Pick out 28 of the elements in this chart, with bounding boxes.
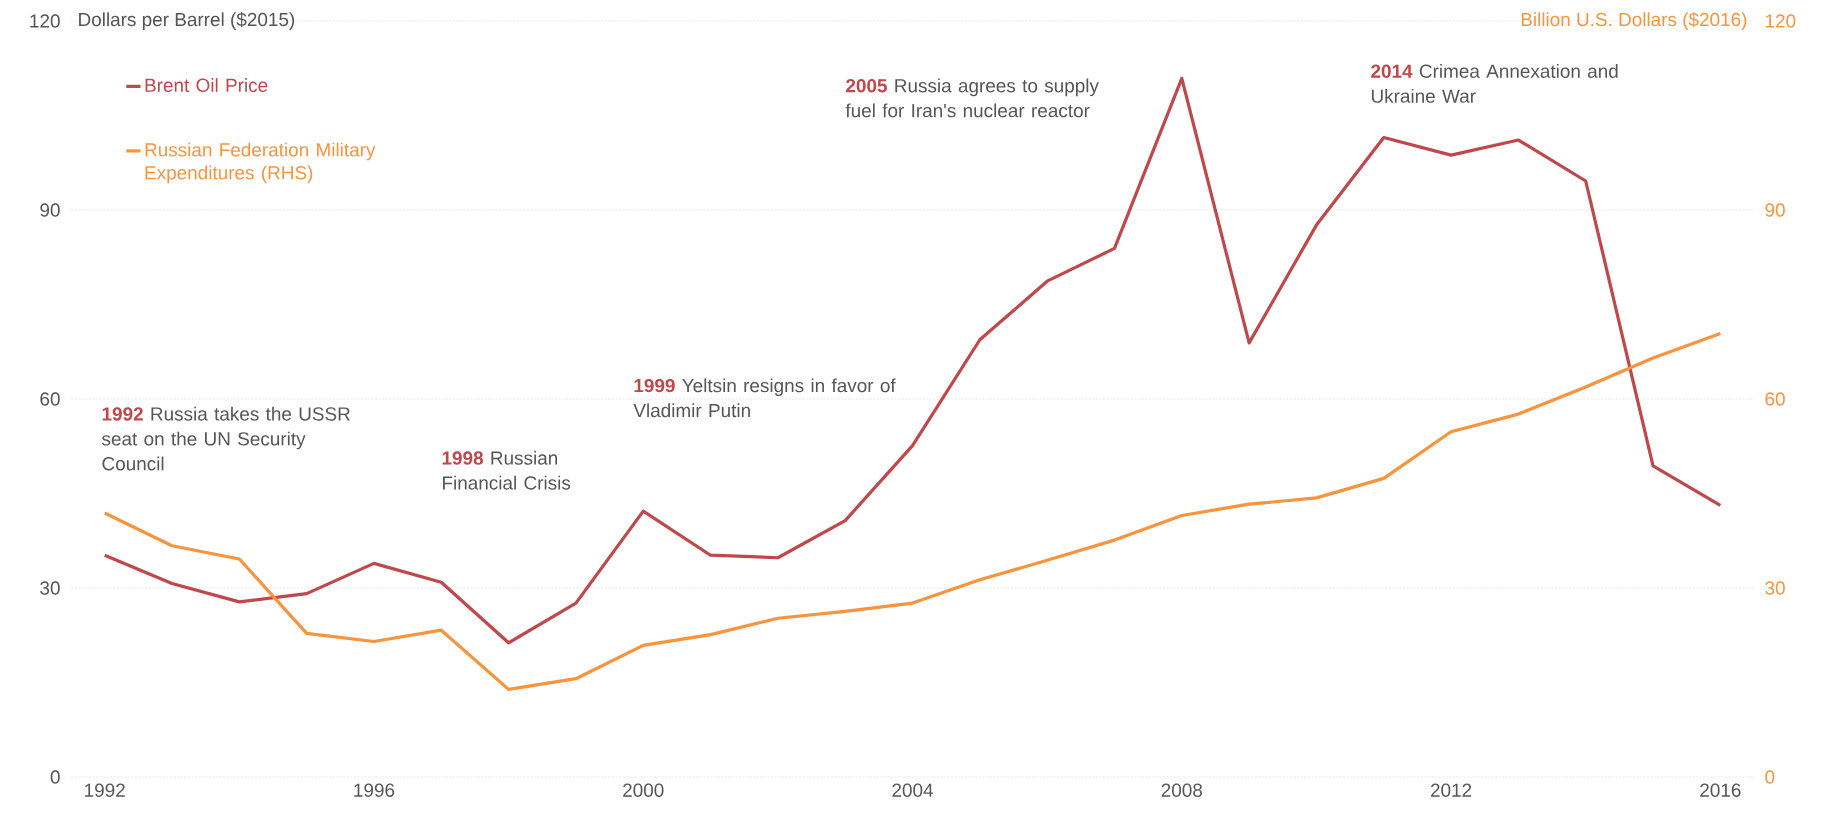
x-tick-label: 2012 [1430, 783, 1472, 797]
y-tick-label: 30 [40, 581, 60, 595]
x-tick-label: 2000 [623, 783, 664, 797]
y2-axis-title: Billion U.S. Dollars ($2016) [1521, 12, 1747, 30]
y2-tick-label: 30 [1765, 581, 1785, 595]
x-tick-label: 2004 [892, 783, 933, 797]
x-tick-label: 1992 [85, 783, 125, 797]
x-tick-label: 1996 [354, 783, 395, 797]
y2-tick-label: 120 [1765, 14, 1796, 28]
annotation: 1998 Russian Financial Crisis [442, 450, 571, 490]
y2-tick-label: 0 [1765, 770, 1775, 784]
y-tick-label: 60 [40, 392, 60, 406]
annotation: 1992 Russia takes the USSR seat on the UN Security Council [102, 406, 350, 471]
annotation: 2014 Crimea Annexation and Ukraine War [1371, 64, 1618, 103]
y-tick-label: 90 [40, 203, 60, 217]
legend-label: Russian Federation Military Expenditures (RHS) [145, 142, 376, 184]
line-series [103, 76, 1722, 645]
y2-tick-label: 90 [1765, 203, 1785, 217]
x-tick-label: 2016 [1700, 783, 1741, 797]
annotation: 2005 Russia agrees to supply fuel for Iran's nuclear reactor [845, 78, 1099, 118]
annotation: 1999 Yeltsin resigns in favor of Vladimir Putin [633, 378, 896, 418]
y2-tick-label: 60 [1765, 392, 1785, 406]
y-tick-label: 120 [30, 14, 60, 28]
x-tick-label: 2008 [1161, 783, 1203, 797]
y-axis-title: Dollars per Barrel ($2015) [79, 12, 295, 30]
y-tick-label: 0 [50, 770, 60, 784]
legend-label: Brent Oil Price [145, 78, 268, 92]
line-series [103, 331, 1722, 692]
